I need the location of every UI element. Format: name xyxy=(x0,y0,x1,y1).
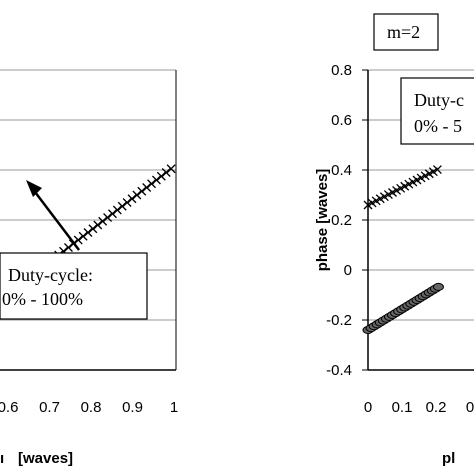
right-label-box-text: m=2 xyxy=(387,22,420,42)
left-point xyxy=(156,171,166,181)
left-point xyxy=(122,198,132,207)
right-y-tick-label: 0.6 xyxy=(331,112,352,129)
right-point-x xyxy=(432,165,442,175)
left-annotation-arrowhead xyxy=(26,180,42,197)
left-point xyxy=(137,186,147,196)
left-chart: 0.6 0.7 0.8 0.9 1 [waves] ı Duty-cycle: 0% -… xyxy=(0,69,178,467)
right-x-tick-label: 0.1 xyxy=(392,399,413,416)
left-point xyxy=(117,201,127,211)
left-point xyxy=(98,216,108,226)
left-point xyxy=(78,231,88,241)
left-x-ticks: 0.6 0.7 0.8 0.9 1 xyxy=(0,399,178,416)
left-point xyxy=(142,183,152,192)
left-x-axis-label: [waves] xyxy=(18,450,73,467)
left-point xyxy=(127,194,137,204)
right-x-tick-label: 0 xyxy=(364,399,372,416)
left-point xyxy=(151,175,161,185)
right-x-tick-label: 0 xyxy=(466,399,474,416)
right-x-ticks: 0 0.1 0.2 0 xyxy=(364,399,474,416)
left-x-tick-label: 0.8 xyxy=(81,399,102,416)
left-point xyxy=(132,190,142,200)
right-y-tick-label: -0.4 xyxy=(326,362,352,379)
right-annotation-box xyxy=(400,77,474,145)
left-point xyxy=(83,228,93,237)
left-x-tick-label: 0.7 xyxy=(39,399,60,416)
left-point xyxy=(103,213,113,222)
right-annotation-line1: Duty-c xyxy=(414,90,464,110)
left-point xyxy=(166,164,176,174)
right-series-dot xyxy=(362,282,444,334)
right-chart: m=2 0.8 0.6 0.4 0.2 0 -0.2 -0.4 0 0.1 0.2 0 phase… xyxy=(314,13,474,467)
left-annotation-line2: 0% - 100% xyxy=(2,289,83,309)
left-x-axis-label-fragment: ı xyxy=(0,450,4,467)
left-point xyxy=(107,209,117,219)
right-y-tick-label: -0.2 xyxy=(326,312,352,329)
right-x-axis-label: pl xyxy=(442,450,455,467)
left-x-tick-label: 0.6 xyxy=(0,399,18,416)
right-y-tick-label: 0.2 xyxy=(331,212,352,229)
left-point xyxy=(161,168,171,177)
left-point xyxy=(88,224,98,234)
right-y-tick-label: 0.8 xyxy=(331,62,352,79)
left-annotation-line1: Duty-cycle: xyxy=(8,265,93,285)
right-y-tick-label: 0 xyxy=(344,262,352,279)
right-x-tick-label: 0.2 xyxy=(426,399,447,416)
left-point xyxy=(147,179,157,189)
left-x-tick-label: 1 xyxy=(170,399,178,416)
left-annotation-arrow xyxy=(31,187,80,251)
right-y-tick-label: 0.4 xyxy=(331,162,352,179)
right-label-box xyxy=(373,13,439,51)
right-series-x xyxy=(363,165,442,210)
right-y-ticks: 0.8 0.6 0.4 0.2 0 -0.2 -0.4 xyxy=(326,62,368,379)
right-point-dot xyxy=(432,282,444,291)
left-point xyxy=(63,243,73,252)
left-grid xyxy=(0,69,176,371)
right-y-axis-label: phase [waves] xyxy=(314,169,331,272)
left-point xyxy=(73,235,83,245)
left-x-tick-label: 0.9 xyxy=(122,399,143,416)
right-annotation-line2: 0% - 5 xyxy=(414,116,462,136)
left-point xyxy=(93,220,103,230)
left-annotation-box xyxy=(0,252,148,320)
left-point xyxy=(112,205,122,215)
